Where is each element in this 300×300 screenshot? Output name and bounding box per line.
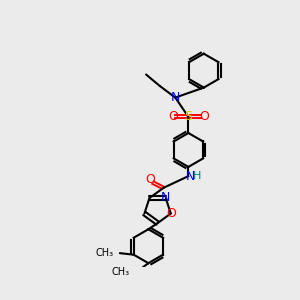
Text: N: N [161, 191, 170, 204]
Text: S: S [184, 110, 192, 123]
Text: N: N [185, 169, 195, 183]
Text: O: O [168, 110, 178, 123]
Text: CH₃: CH₃ [95, 248, 114, 258]
Text: O: O [166, 207, 176, 220]
Text: CH₃: CH₃ [112, 267, 130, 278]
Text: H: H [193, 171, 201, 181]
Text: O: O [145, 173, 155, 186]
Text: N: N [171, 91, 180, 104]
Text: O: O [199, 110, 209, 123]
